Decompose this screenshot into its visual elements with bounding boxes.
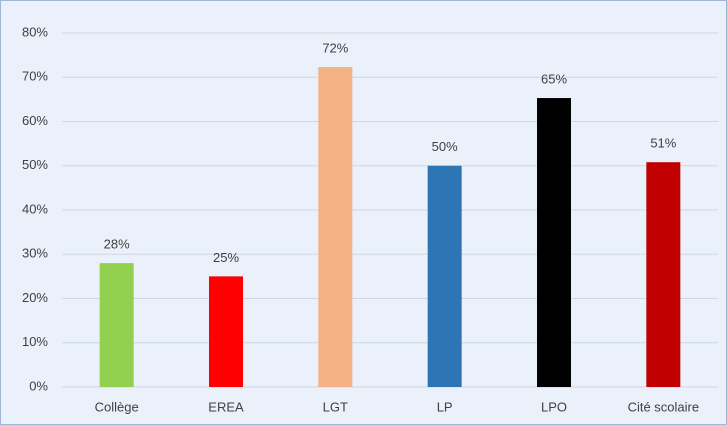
- y-tick-label: 0%: [29, 378, 48, 393]
- bar: [537, 98, 571, 388]
- x-tick-label: EREA: [208, 399, 244, 414]
- x-tick-label: LGT: [323, 399, 348, 414]
- x-tick-label: LPO: [541, 399, 567, 414]
- x-tick-label: Cité scolaire: [628, 399, 700, 414]
- y-tick-label: 60%: [22, 113, 48, 128]
- y-tick-label: 80%: [22, 24, 48, 39]
- data-label: 65%: [541, 71, 567, 86]
- y-tick-label: 10%: [22, 334, 48, 349]
- bar: [646, 162, 681, 387]
- bar: [318, 67, 353, 387]
- y-tick-label: 70%: [22, 69, 48, 84]
- data-label: 51%: [650, 136, 676, 151]
- data-label: 72%: [322, 41, 348, 56]
- data-label: 28%: [104, 237, 130, 252]
- bar: [99, 263, 134, 387]
- x-tick-label: Collège: [95, 399, 139, 414]
- bar: [427, 165, 462, 387]
- y-tick-label: 40%: [22, 201, 48, 216]
- y-tick-label: 50%: [22, 157, 48, 172]
- y-tick-label: 30%: [22, 246, 48, 261]
- x-tick-label: LP: [437, 399, 453, 414]
- data-label: 25%: [213, 250, 239, 265]
- bar: [209, 276, 243, 387]
- y-tick-label: 20%: [22, 290, 48, 305]
- data-label: 50%: [432, 139, 458, 154]
